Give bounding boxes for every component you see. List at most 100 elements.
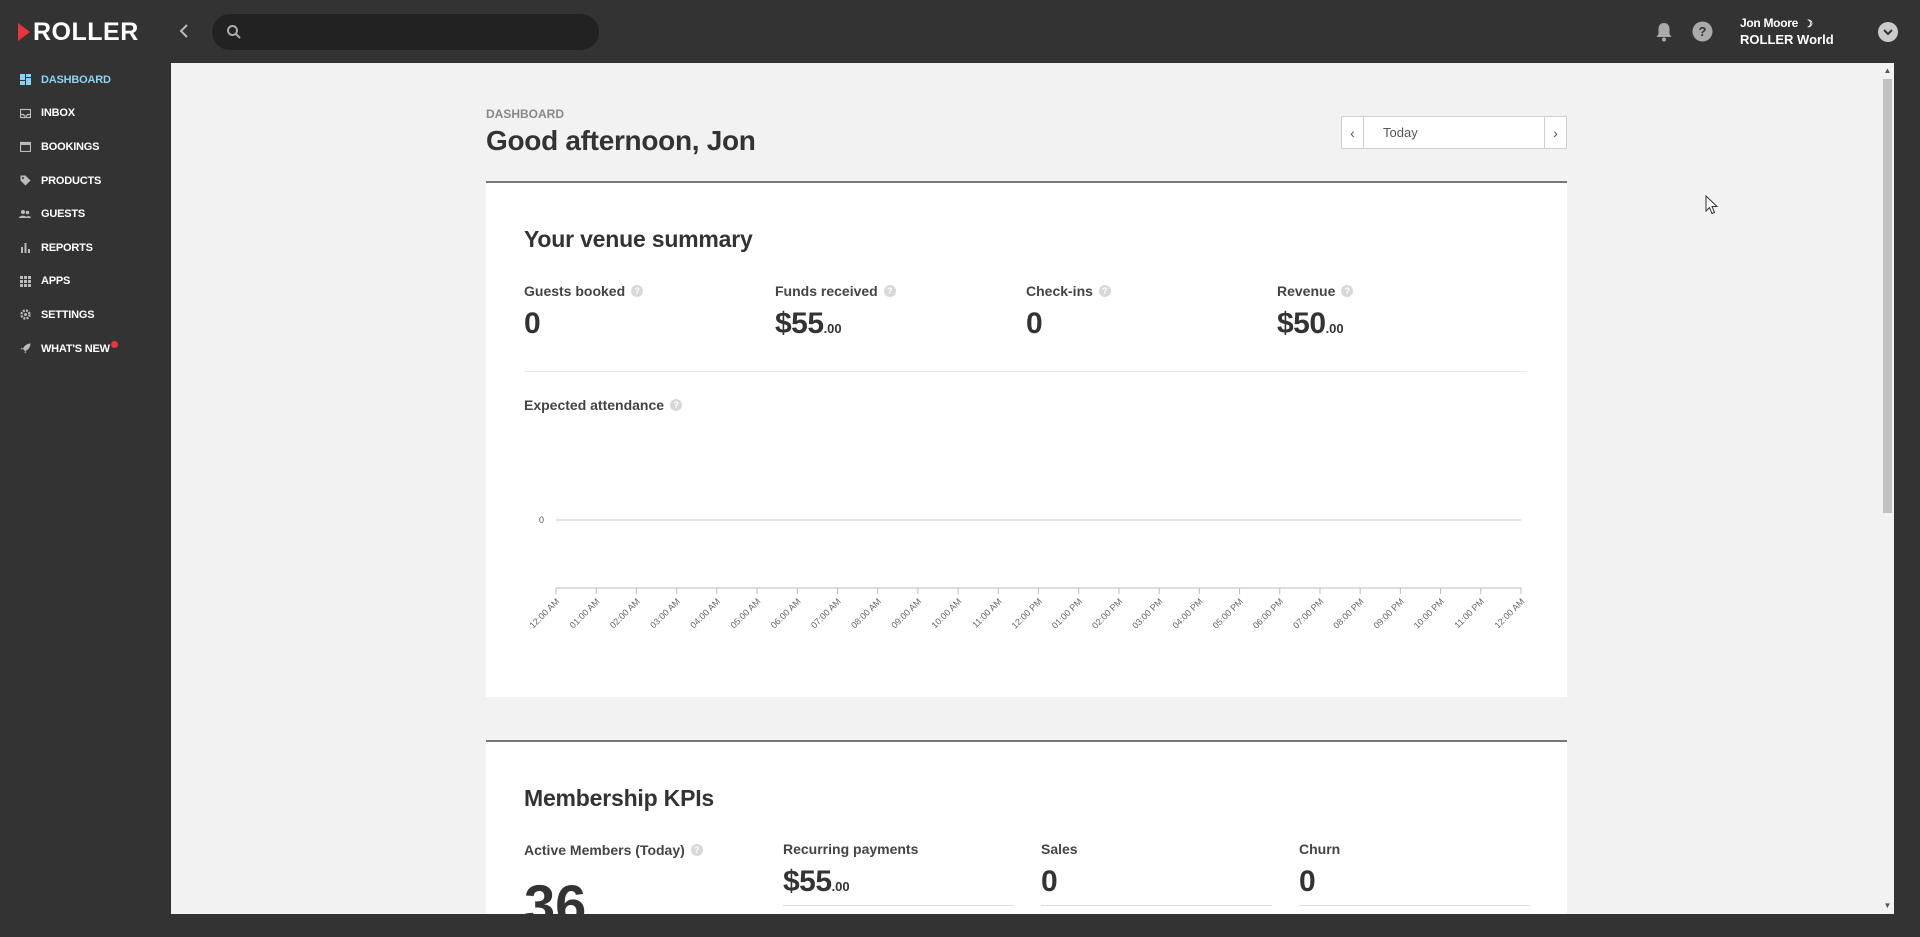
sidebar-item-inbox[interactable]: INBOX bbox=[0, 97, 171, 131]
people-icon bbox=[19, 208, 31, 220]
x-tick-label: 09:00 PM bbox=[1371, 596, 1405, 630]
x-tick-label: 07:00 AM bbox=[809, 596, 843, 630]
kpi-underline bbox=[1299, 905, 1530, 906]
date-value[interactable]: Today bbox=[1383, 125, 1418, 140]
y-tick-label: 0 bbox=[539, 515, 544, 525]
search-bar[interactable] bbox=[212, 14, 599, 50]
venue-summary-title: Your venue summary bbox=[524, 226, 753, 252]
x-tick-label: 08:00 AM bbox=[849, 596, 883, 630]
x-tick-label: 01:00 PM bbox=[1050, 596, 1084, 630]
x-tick-label: 12:00 PM bbox=[1010, 596, 1044, 630]
user-info[interactable]: Jon Moore ☽ ROLLER World bbox=[1740, 16, 1834, 47]
sidebar-item-apps[interactable]: APPS bbox=[0, 265, 171, 299]
main-panel: DASHBOARD Good afternoon, Jon ‹ Today › … bbox=[171, 63, 1881, 914]
help-button[interactable]: ? bbox=[1692, 21, 1713, 42]
metric-label: Funds received bbox=[775, 283, 878, 299]
main-scrollbar[interactable]: ▲ ▼ bbox=[1881, 63, 1894, 914]
x-tick-label: 09:00 AM bbox=[889, 596, 923, 630]
x-tick-label: 02:00 AM bbox=[608, 596, 642, 630]
kpi-underline bbox=[1041, 905, 1272, 906]
roller-logo[interactable]: ROLLER bbox=[18, 17, 139, 46]
x-tick-label: 04:00 PM bbox=[1170, 596, 1204, 630]
help-circle-icon: ? bbox=[1692, 21, 1713, 42]
kpi-label: Recurring payments bbox=[783, 841, 919, 857]
question-icon[interactable]: ? bbox=[690, 844, 703, 856]
date-prev-button[interactable]: ‹ bbox=[1342, 117, 1364, 148]
kpi-value: 0 bbox=[1299, 865, 1316, 898]
question-icon[interactable]: ? bbox=[1341, 285, 1354, 297]
metric-funds-received: Funds received? $55.00 bbox=[775, 283, 896, 341]
kpi-churn: Churn 0 bbox=[1299, 841, 1530, 906]
expected-attendance-heading: Expected attendance? bbox=[524, 397, 683, 413]
venue-summary-card: Your venue summary Guests booked? 0 Fund… bbox=[486, 181, 1567, 697]
kpi-value: $55 bbox=[783, 865, 832, 898]
page-title: Good afternoon, Jon bbox=[486, 125, 756, 156]
kpi-cents: .00 bbox=[831, 879, 850, 894]
metric-value: 0 bbox=[1026, 307, 1043, 340]
metric-value: 0 bbox=[524, 307, 541, 340]
sidebar-item-reports[interactable]: REPORTS bbox=[0, 231, 171, 265]
x-tick-label: 02:00 PM bbox=[1090, 596, 1124, 630]
x-tick-label: 12:00 AM bbox=[527, 596, 561, 630]
user-menu-button[interactable] bbox=[1878, 22, 1898, 42]
scroll-down-arrow-icon[interactable]: ▼ bbox=[1883, 901, 1892, 910]
question-icon[interactable]: ? bbox=[1098, 285, 1111, 297]
question-icon[interactable]: ? bbox=[631, 285, 644, 297]
collapse-sidebar-button[interactable] bbox=[174, 18, 194, 44]
question-icon[interactable]: ? bbox=[883, 285, 896, 297]
bar-chart-icon bbox=[19, 242, 31, 254]
x-tick-label: 05:00 PM bbox=[1211, 596, 1245, 630]
sidebar-item-label: SETTINGS bbox=[41, 308, 95, 321]
sidebar-item-dashboard[interactable]: DASHBOARD bbox=[0, 63, 171, 97]
kpi-underline bbox=[783, 905, 1014, 906]
notifications-button[interactable] bbox=[1654, 21, 1674, 43]
bell-icon bbox=[1656, 23, 1672, 42]
mouse-cursor-icon bbox=[1705, 195, 1719, 215]
sidebar-item-bookings[interactable]: BOOKINGS bbox=[0, 130, 171, 164]
sidebar-item-label: REPORTS bbox=[41, 241, 93, 254]
metric-label: Revenue bbox=[1277, 283, 1336, 299]
metric-revenue: Revenue? $50.00 bbox=[1277, 283, 1354, 341]
new-badge-dot bbox=[110, 341, 118, 349]
x-tick-label: 10:00 PM bbox=[1412, 596, 1446, 630]
sidebar-item-label: WHAT'S NEW bbox=[41, 342, 110, 355]
user-venue: ROLLER World bbox=[1740, 32, 1834, 47]
sidebar-nav: DASHBOARD INBOX BOOKINGS PRODUCTS GUESTS… bbox=[0, 63, 171, 365]
kpi-recurring-payments: Recurring payments $55.00 bbox=[783, 841, 1014, 906]
expected-attendance-label: Expected attendance bbox=[524, 397, 665, 413]
kpi-label: Active Members (Today) bbox=[524, 842, 685, 858]
sidebar-item-label: PRODUCTS bbox=[41, 174, 102, 187]
scroll-up-arrow-icon[interactable]: ▲ bbox=[1883, 66, 1892, 75]
sidebar-item-guests[interactable]: GUESTS bbox=[0, 197, 171, 231]
metric-value: $55 bbox=[775, 307, 824, 340]
sidebar-item-settings[interactable]: SETTINGS bbox=[0, 298, 171, 332]
svg-text:?: ? bbox=[1699, 24, 1707, 39]
logo-text: ROLLER bbox=[33, 17, 139, 46]
summary-divider bbox=[524, 371, 1527, 372]
chevron-down-icon bbox=[1883, 29, 1893, 36]
kpi-active-value: 36 bbox=[524, 873, 587, 914]
inbox-icon bbox=[19, 107, 31, 119]
metric-value: $50 bbox=[1277, 307, 1326, 340]
x-tick-label: 08:00 PM bbox=[1331, 596, 1365, 630]
chevron-left-icon bbox=[179, 24, 188, 38]
kpi-label: Sales bbox=[1041, 841, 1078, 857]
sidebar-item-whats-new[interactable]: WHAT'S NEW bbox=[0, 332, 171, 366]
sidebar-item-products[interactable]: PRODUCTS bbox=[0, 164, 171, 198]
apps-grid-icon bbox=[19, 275, 31, 287]
date-picker: ‹ Today › bbox=[1341, 116, 1567, 149]
roller-logo-mark bbox=[18, 23, 30, 41]
kpi-value: 0 bbox=[1041, 865, 1058, 898]
breadcrumb: DASHBOARD bbox=[486, 107, 564, 121]
search-input[interactable] bbox=[252, 14, 582, 50]
expected-attendance-chart: 012:00 AM 01:00 AM 02:00 AM 03:00 AM 04:00 A… bbox=[527, 515, 1526, 631]
search-icon bbox=[227, 25, 241, 39]
calendar-icon bbox=[19, 141, 31, 153]
x-tick-label: 01:00 AM bbox=[568, 596, 602, 630]
scroll-thumb[interactable] bbox=[1883, 79, 1892, 513]
date-next-button[interactable]: › bbox=[1544, 117, 1566, 148]
x-tick-label: 05:00 AM bbox=[728, 596, 762, 630]
tag-icon bbox=[19, 175, 31, 187]
dashboard-icon bbox=[19, 74, 31, 86]
question-icon[interactable]: ? bbox=[670, 399, 683, 411]
